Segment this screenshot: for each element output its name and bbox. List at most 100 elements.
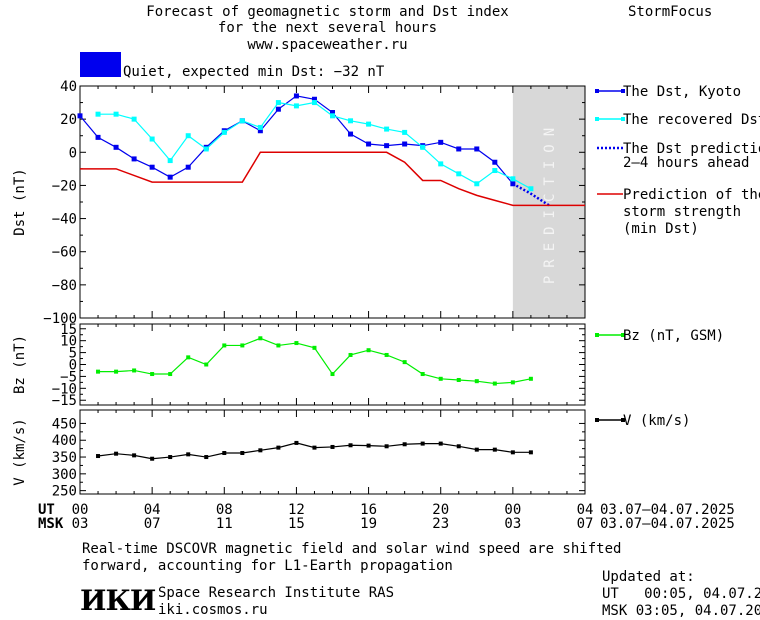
- data-point: [95, 111, 101, 117]
- data-point: [132, 368, 137, 373]
- data-point: [222, 343, 227, 348]
- status-text: Quiet, expected min Dst: −32 nT: [123, 64, 385, 80]
- data-point: [474, 146, 480, 152]
- data-point: [258, 448, 263, 453]
- y-tick-label: 400: [52, 433, 77, 449]
- series-line: [97, 442, 531, 460]
- msk-tick-label: 15: [288, 516, 305, 532]
- legend-storm-strength-3: (min Dst): [623, 221, 699, 237]
- data-point: [402, 141, 408, 147]
- website-url: www.spaceweather.ru: [247, 37, 408, 53]
- prediction-band: [512, 86, 585, 318]
- msk-tick-label: 03: [72, 516, 89, 532]
- y-tick-label: −100: [43, 311, 77, 327]
- msk-tick-label: 07: [577, 516, 594, 532]
- data-point: [366, 141, 372, 147]
- y-tick-label: 40: [60, 79, 77, 95]
- series-line: [79, 95, 514, 185]
- series-line: [98, 337, 532, 385]
- data-point: [131, 156, 137, 162]
- ut-tick-label: 00: [72, 502, 89, 518]
- data-point: [384, 352, 389, 357]
- data-point: [510, 176, 516, 182]
- data-point: [149, 136, 155, 142]
- ut-tick-label: 20: [432, 502, 449, 518]
- data-point: [150, 372, 155, 377]
- footer-note-line1: Real-time DSCOVR magnetic field and sola…: [82, 541, 622, 557]
- status-color-swatch: [80, 52, 121, 77]
- brand-name: StormFocus: [628, 4, 713, 20]
- data-point: [294, 341, 299, 346]
- data-point: [113, 111, 119, 117]
- msk-date-range: 03.07–04.07.2025: [600, 516, 735, 532]
- series-line: [512, 182, 550, 207]
- legend-marker: [595, 333, 599, 337]
- data-point: [276, 445, 281, 450]
- data-point: [293, 93, 299, 99]
- y-axis-label: Dst (nT): [12, 168, 28, 235]
- y-tick-label: 300: [52, 467, 77, 483]
- data-point: [131, 116, 137, 122]
- data-point: [204, 455, 209, 460]
- legend-dst-prediction: The Dst prediction: [623, 141, 760, 157]
- data-point: [204, 362, 209, 367]
- y-tick-label: −5: [60, 369, 77, 385]
- legend-dst-kyoto: The Dst, Kyoto: [623, 84, 741, 100]
- data-point: [492, 159, 498, 165]
- data-point: [492, 168, 498, 174]
- data-point: [294, 440, 299, 445]
- y-tick-label: 250: [52, 484, 77, 500]
- y-tick-label: 450: [52, 416, 77, 432]
- data-point: [528, 186, 534, 192]
- ut-date-range: 03.07–04.07.2025: [600, 502, 735, 518]
- data-point: [348, 131, 354, 137]
- legend-marker: [621, 418, 625, 422]
- data-point: [257, 124, 263, 130]
- data-point: [330, 372, 335, 377]
- data-point: [528, 376, 533, 381]
- org-url-link[interactable]: iki.cosmos.ru: [158, 602, 268, 618]
- data-point: [330, 113, 335, 119]
- data-point: [420, 441, 425, 446]
- iki-logo: ИКИ: [80, 584, 156, 617]
- chart-title-line2: for the next several hours: [217, 20, 438, 36]
- data-point: [312, 445, 317, 450]
- data-point: [510, 380, 515, 385]
- data-point: [257, 128, 263, 134]
- data-point: [348, 118, 354, 124]
- data-point: [384, 143, 390, 149]
- data-point: [528, 450, 533, 455]
- data-point: [311, 100, 317, 106]
- data-point: [240, 451, 245, 456]
- data-point: [276, 343, 281, 348]
- y-tick-label: −20: [52, 178, 77, 194]
- msk-tick-label: 07: [144, 516, 161, 532]
- y-tick-label: −15: [52, 393, 77, 409]
- data-point: [167, 174, 173, 180]
- data-point: [438, 441, 443, 446]
- data-point: [95, 134, 101, 140]
- y-tick-label: −40: [52, 212, 77, 228]
- legend-marker: [621, 89, 625, 93]
- ut-tick-label: 04: [577, 502, 594, 518]
- panel-frame: [79, 85, 586, 319]
- data-point: [114, 451, 119, 456]
- data-point: [186, 355, 191, 360]
- data-point: [330, 110, 335, 116]
- data-point: [492, 381, 497, 386]
- y-tick-label: 10: [60, 334, 77, 350]
- ut-axis-label: UT: [38, 502, 55, 518]
- msk-tick-label: 11: [216, 516, 233, 532]
- data-point: [366, 443, 371, 448]
- msk-axis-label: MSK: [38, 516, 64, 532]
- legend-marker: [595, 89, 599, 93]
- legend-storm-strength-2: storm strength: [623, 204, 741, 220]
- data-point: [366, 348, 371, 353]
- y-tick-label: −10: [52, 381, 77, 397]
- data-point: [420, 372, 425, 377]
- legend-marker: [621, 117, 625, 121]
- data-point: [167, 158, 173, 164]
- updated-ut: UT 00:05, 04.07.2025: [602, 586, 760, 602]
- prediction-label: PREDICTION: [542, 120, 558, 284]
- data-point: [258, 336, 263, 341]
